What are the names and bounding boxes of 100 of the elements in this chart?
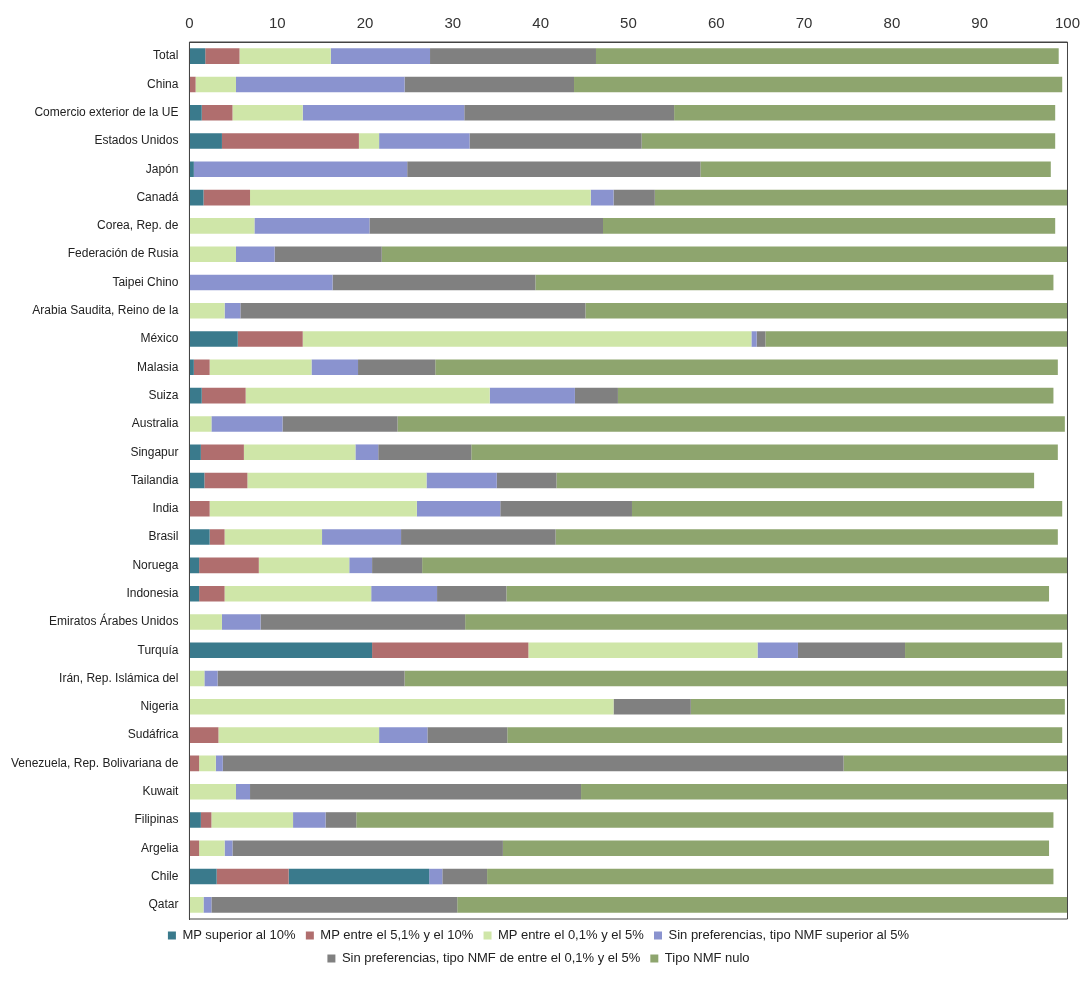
bar (574, 76, 1063, 93)
bar (274, 246, 382, 262)
y-tick-label: Turquía (137, 642, 179, 657)
bar (404, 670, 1068, 687)
bar (222, 755, 844, 772)
bar (209, 529, 225, 545)
x-tick-label: 80 (883, 14, 901, 32)
bar (199, 557, 259, 574)
bar (189, 218, 255, 234)
y-tick-label: India (152, 501, 179, 516)
bar (356, 812, 1054, 828)
y-tick-label: Japón (145, 161, 179, 176)
x-tick-label: 10 (268, 14, 286, 32)
legend-label: Sin preferencias, tipo NMF de entre el 0,1% y el 5% (341, 950, 641, 966)
bar (224, 529, 323, 545)
bar (401, 529, 556, 545)
bar (496, 472, 557, 489)
bar (603, 218, 1056, 234)
bar (429, 868, 443, 885)
legend-label: MP entre el 0,1% y el 5% (498, 927, 645, 943)
bar (641, 133, 1056, 149)
bar (243, 444, 356, 460)
bar (221, 614, 261, 630)
y-tick-label: Indonesia (126, 585, 179, 600)
bar (288, 868, 430, 885)
y-tick-label: Argelia (141, 840, 179, 855)
bar (203, 897, 212, 913)
bar (590, 189, 614, 206)
bar (232, 840, 503, 857)
bar (797, 642, 906, 659)
bar (378, 444, 472, 460)
bar (189, 274, 333, 291)
bar (372, 557, 423, 574)
bar (199, 585, 225, 602)
bar (372, 642, 529, 659)
y-tick-label: Chile (151, 868, 179, 883)
bar (211, 416, 283, 432)
y-tick-label: Comercio exterior de la UE (34, 105, 179, 120)
bar (349, 557, 373, 574)
y-tick-label: Estados Unidos (94, 133, 179, 148)
bar (581, 783, 1068, 800)
bar (189, 557, 200, 574)
bar (489, 387, 575, 404)
bar (189, 331, 238, 347)
bar (189, 897, 204, 913)
y-tick-label: Nigeria (140, 699, 179, 714)
x-tick-label: 90 (971, 14, 989, 32)
bar (574, 387, 618, 404)
bar (199, 840, 225, 857)
bar (204, 472, 248, 489)
bar (555, 529, 1058, 545)
y-tick-label: Qatar (148, 897, 179, 912)
bar (200, 444, 244, 460)
bar (189, 755, 200, 772)
bar (457, 897, 1068, 913)
bar (585, 302, 1068, 319)
bar (240, 302, 586, 319)
x-tick-label: 30 (444, 14, 462, 32)
y-tick-label: Emiratos Árabes Unidos (49, 613, 179, 629)
bar (250, 189, 591, 206)
bar (193, 161, 408, 178)
bar (422, 557, 1068, 574)
legend-label: Tipo NMF nulo (664, 950, 750, 966)
bar (189, 868, 217, 885)
y-tick-label: Corea, Rep. de (97, 218, 179, 233)
bar (617, 387, 1054, 404)
bar (487, 868, 1054, 885)
bar (427, 727, 508, 743)
bar (189, 529, 210, 545)
bar (189, 104, 202, 121)
bar (358, 359, 436, 376)
bar (311, 359, 359, 376)
bar (189, 246, 236, 262)
bar (189, 76, 196, 93)
bar (674, 104, 1056, 121)
bar (379, 727, 428, 743)
bar (258, 557, 350, 574)
x-tick-label: 40 (532, 14, 550, 32)
bar (282, 416, 398, 432)
bar (224, 302, 241, 319)
bar (654, 189, 1068, 206)
bar (189, 472, 205, 489)
bar (189, 614, 222, 630)
bar (189, 133, 222, 149)
bar (613, 189, 655, 206)
bar (751, 331, 757, 347)
bar (358, 133, 380, 149)
bar (293, 812, 326, 828)
bar (211, 812, 294, 828)
y-tick-label: Federación de Rusia (67, 246, 179, 261)
bar (189, 585, 200, 602)
y-tick-label: Tailandia (131, 472, 179, 487)
bar (631, 501, 1063, 517)
bar (404, 76, 575, 93)
y-tick-label: Total (153, 48, 179, 63)
bar (217, 670, 405, 687)
bar (302, 331, 752, 347)
y-tick-label: Noruega (132, 557, 179, 572)
bar (507, 727, 1063, 743)
bar (325, 812, 357, 828)
